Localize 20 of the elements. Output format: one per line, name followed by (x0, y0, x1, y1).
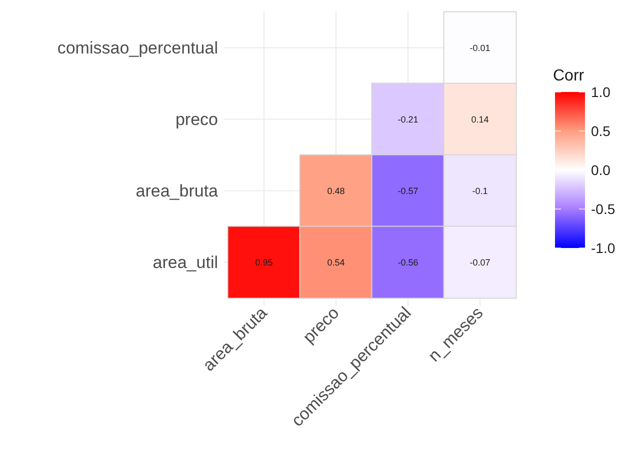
legend-title: Corr (553, 68, 585, 84)
y-tick-label: comissao_percentual (57, 38, 218, 58)
data-label: -0.57 (398, 186, 418, 196)
color-bar-label: 1.0 (591, 84, 611, 100)
data-label: 0.54 (327, 257, 345, 268)
data-label: -0.07 (470, 257, 490, 268)
color-bar-label: -0.5 (591, 201, 616, 217)
data-label: 0.95 (255, 257, 273, 268)
data-label: -0.56 (398, 257, 418, 268)
color-bar-label: 0.0 (591, 162, 611, 178)
data-label: 0.48 (327, 186, 345, 196)
data-label: 0.14 (471, 114, 489, 124)
data-label: -0.21 (398, 114, 418, 124)
y-tick-label: area_bruta (136, 181, 219, 200)
color-bar-label: -1.0 (591, 240, 616, 256)
color-bar-label: 0.5 (591, 123, 611, 139)
data-label: -0.01 (470, 42, 490, 53)
data-label: -0.1 (472, 186, 488, 196)
y-tick-label: preco (175, 110, 218, 129)
y-tick-label: area_util (152, 252, 218, 272)
